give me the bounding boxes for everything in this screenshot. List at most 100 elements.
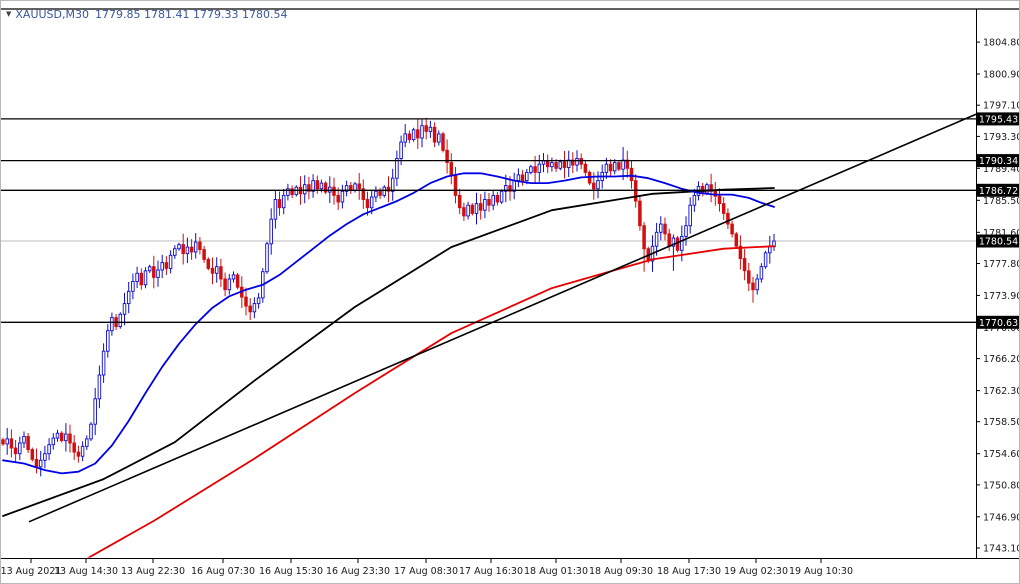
candle-bear [638,196,642,231]
candle-body [89,423,93,440]
candle-body [152,266,156,278]
candle-body [592,182,596,190]
candle-bull [122,292,127,326]
candle-body [520,174,525,182]
candle-body [277,199,282,209]
candle-body [131,281,135,292]
chevron-down-icon[interactable]: ▼ [6,10,12,18]
candle-bull [483,191,487,219]
price-tick-label: 1766.20 [983,354,1020,365]
candle-body [223,278,227,291]
candle-bear [579,153,583,170]
price-tick-label: 1797.10 [983,101,1020,112]
candle-bull [273,190,278,229]
candle-body [466,204,470,217]
candle-bear [608,159,613,176]
candle-bull [177,242,181,251]
candle-body [143,270,148,286]
candle-body [504,185,508,192]
candle-bear [181,233,185,265]
candle-bull [22,431,26,448]
candle-bull [688,197,692,234]
candle-body [612,162,617,172]
candle-body [462,207,466,217]
candle-bull [143,267,148,289]
candle-bull [604,157,609,179]
candle-body [386,186,391,192]
candle-bear [747,262,751,292]
candle-body [688,204,692,227]
candle-bull [93,387,97,436]
candle-bear [76,445,81,463]
candle-body [529,166,533,173]
candle-body [424,125,428,132]
candle-body [106,330,110,352]
candle-body [59,432,64,442]
candle-bear [495,191,500,206]
candle-body [336,194,340,203]
price-axis[interactable]: 1804.80 1800.90 1797.10 1793.30 1789.40 1785.… [977,38,1020,555]
candle-bull [311,174,315,198]
candle-body [700,185,705,194]
ma-mid-line [2,187,775,517]
candle-body [763,252,768,268]
candle-bear [416,118,420,149]
time-tick-label: 18 Aug 09:30 [589,566,653,577]
candle-bear [407,130,412,144]
candle-bull [126,281,131,314]
candle-body [93,398,97,425]
candle-body [365,199,370,209]
candle-bear [219,258,223,287]
candle-bull [684,216,688,246]
candle-body [30,449,35,460]
candle-bear [164,256,169,275]
candle-body [252,303,257,313]
candle-bull [529,164,533,175]
candle-bear [198,237,202,255]
candle-body [135,272,139,282]
candle-bear [290,185,294,199]
candle-body [307,184,311,192]
price-tick-label: 1773.90 [983,291,1020,302]
candle-bear [152,255,156,289]
candle-bull [43,445,47,469]
price-tick-label: 1785.50 [983,196,1020,207]
candle-body [768,246,772,254]
candle-body [621,159,625,170]
candle-body [72,442,76,453]
price-tick-label: 1777.80 [983,259,1020,270]
candle-bull [558,159,563,171]
price-tick-label: 1781.60 [983,228,1020,239]
candle-body [692,194,697,206]
candle-body [118,313,123,328]
candle-body [575,158,579,166]
candle-body [1,439,5,445]
candle-bull [499,189,504,204]
candle-bear [336,187,340,210]
price-tag-label: 1770.63 [979,318,1018,329]
candle-body [110,317,114,332]
candle-bear [223,272,227,297]
candle-bear [734,231,739,249]
candle-body [160,262,164,271]
ascending-trendline[interactable] [28,113,976,523]
candle-body [428,126,433,132]
time-tick-label: 17 Aug 08:30 [394,566,458,577]
time-tick-label: 13 Aug 22:30 [121,566,185,577]
candle-bull [85,435,89,450]
candle-bull [671,234,676,271]
candle-body [759,266,764,280]
price-tick-label: 1789.40 [983,164,1020,175]
price-tag-box [976,183,1019,197]
candle-bull [382,185,387,198]
candle-body [654,231,659,247]
price-tag-box [976,234,1019,248]
candle-body [470,204,475,214]
candle-body [311,180,315,192]
price-tag-box [976,112,1019,126]
price-tick-label: 1750.80 [983,480,1020,491]
price-tag-box [976,154,1019,168]
